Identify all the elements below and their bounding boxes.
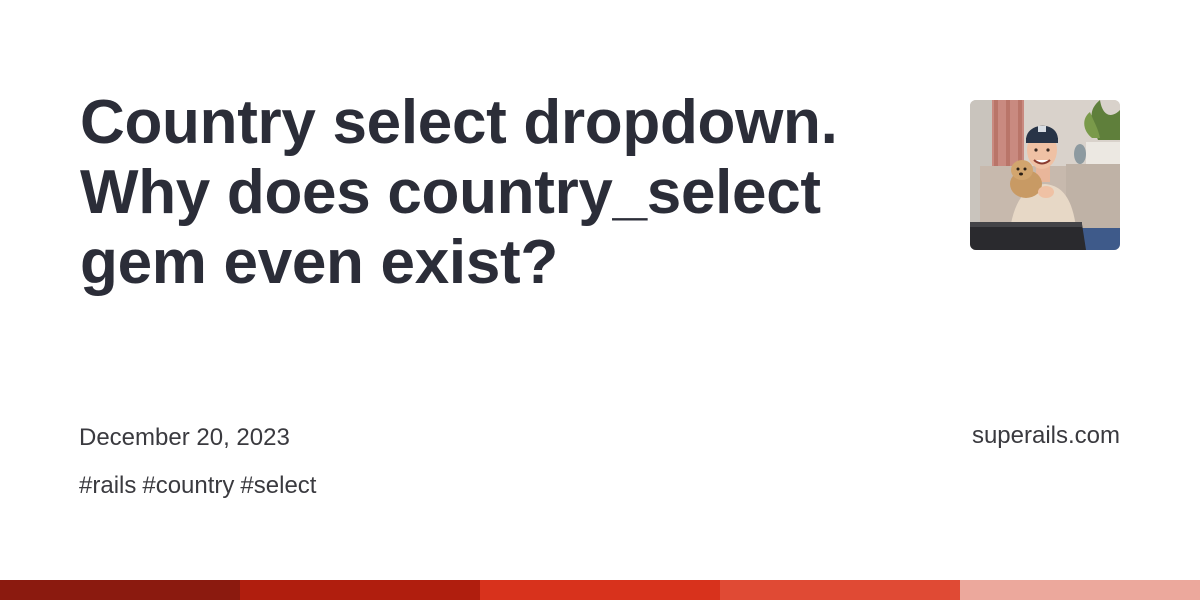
- stripe-segment-5: [960, 580, 1200, 600]
- post-date: December 20, 2023: [79, 424, 290, 451]
- tag-rails[interactable]: #rails: [79, 472, 137, 499]
- post-title: Country select dropdown. Why does countr…: [80, 88, 940, 298]
- post-title-line-2: Why does country_select: [80, 158, 821, 227]
- stripe-segment-4: [720, 580, 960, 600]
- brand-stripe: [0, 580, 1200, 600]
- post-title-line-1: Country select dropdown.: [80, 88, 838, 157]
- site-name[interactable]: superails.com: [971, 422, 1120, 449]
- tag-country[interactable]: #country: [142, 472, 235, 499]
- tag-select[interactable]: #select: [240, 472, 317, 499]
- author-photo-icon: [970, 100, 1120, 250]
- stripe-segment-1: [0, 580, 240, 600]
- stripe-segment-3: [480, 580, 720, 600]
- post-tags: #rails #country #select: [79, 472, 322, 500]
- stripe-segment-2: [240, 580, 480, 600]
- author-avatar: [970, 100, 1120, 250]
- post-title-line-3: gem even exist?: [80, 228, 558, 297]
